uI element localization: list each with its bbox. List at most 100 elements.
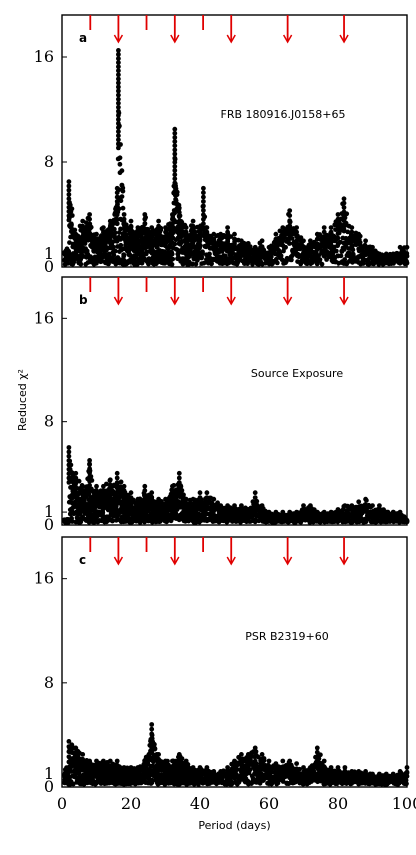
data-point — [119, 168, 125, 174]
data-point — [321, 225, 327, 231]
data-point — [383, 257, 389, 263]
data-point — [163, 225, 168, 231]
data-point — [259, 503, 265, 508]
data-point — [94, 236, 99, 242]
data-point — [65, 261, 70, 266]
data-point — [163, 508, 168, 514]
data-point — [183, 234, 189, 239]
data-point — [363, 250, 368, 256]
data-point — [225, 242, 231, 248]
data-point — [80, 492, 86, 498]
marker-arrowhead — [282, 296, 293, 306]
data-point — [211, 236, 217, 242]
data-point — [106, 261, 111, 267]
data-point — [156, 223, 162, 229]
data-point — [149, 500, 155, 505]
data-point — [239, 250, 244, 256]
data-point — [404, 260, 410, 266]
data-point — [117, 161, 123, 167]
data-point — [142, 212, 148, 217]
data-point — [259, 238, 265, 244]
data-point — [232, 511, 237, 517]
data-point — [321, 229, 327, 235]
data-point — [294, 509, 299, 515]
data-point — [107, 218, 113, 224]
data-point — [128, 490, 134, 496]
data-point — [335, 507, 341, 512]
marker-arrowhead — [113, 556, 124, 566]
data-point — [163, 502, 168, 508]
data-point — [128, 223, 134, 229]
plot-frame — [61, 14, 408, 268]
data-point — [218, 511, 224, 517]
data-point — [142, 235, 148, 241]
data-point — [335, 212, 341, 217]
x-tick-label: 80 — [328, 794, 348, 813]
data-point — [101, 496, 106, 502]
data-point — [280, 225, 286, 231]
y-tick-label: 8 — [44, 152, 54, 171]
data-point — [328, 242, 334, 248]
data-point — [356, 504, 362, 510]
data-point — [114, 238, 120, 244]
data-point — [239, 503, 244, 508]
data-point — [80, 239, 86, 245]
data-point — [390, 257, 396, 263]
data-point — [349, 511, 355, 517]
data-point — [183, 238, 189, 244]
data-point — [94, 246, 99, 252]
data-point — [280, 229, 286, 235]
data-point — [174, 192, 180, 198]
data-point — [170, 488, 175, 493]
y-tick-label: 1 — [44, 764, 54, 783]
data-point — [201, 185, 206, 191]
data-point — [280, 509, 286, 515]
data-point — [66, 217, 72, 223]
data-point — [66, 209, 72, 214]
data-point — [335, 235, 341, 241]
data-point — [156, 496, 162, 502]
data-point — [116, 84, 121, 90]
data-point — [370, 503, 375, 508]
data-point — [78, 261, 84, 267]
data-point — [308, 511, 313, 517]
data-point — [278, 253, 284, 259]
data-point — [239, 244, 244, 250]
data-point — [252, 500, 258, 505]
data-point — [280, 234, 286, 239]
data-point — [121, 252, 127, 257]
data-point — [211, 231, 217, 237]
data-point — [101, 488, 106, 493]
data-point — [245, 241, 251, 246]
data-point — [101, 234, 106, 239]
data-point — [350, 247, 356, 253]
panel-annotation: FRB 180916.J0158+65 — [221, 108, 346, 121]
data-point — [183, 496, 189, 502]
data-point — [80, 229, 86, 234]
data-point — [170, 483, 175, 489]
data-point — [107, 477, 113, 483]
data-point — [328, 225, 334, 231]
data-point — [341, 222, 347, 228]
data-point — [204, 495, 210, 500]
data-point — [252, 253, 258, 259]
data-point — [232, 246, 237, 252]
data-point — [266, 509, 272, 515]
data-point — [201, 208, 206, 213]
data-point — [266, 515, 272, 521]
data-point — [156, 502, 162, 508]
data-point — [225, 234, 231, 239]
marker-arrowhead — [113, 296, 124, 306]
data-point — [107, 234, 113, 240]
data-point — [183, 508, 189, 514]
data-point — [211, 508, 217, 514]
data-point — [73, 470, 79, 476]
data-point — [273, 509, 279, 515]
data-point — [350, 252, 356, 258]
data-point — [149, 490, 155, 496]
data-point — [225, 229, 231, 235]
data-point — [201, 190, 206, 196]
data-point — [66, 204, 72, 210]
data-point — [172, 130, 178, 136]
